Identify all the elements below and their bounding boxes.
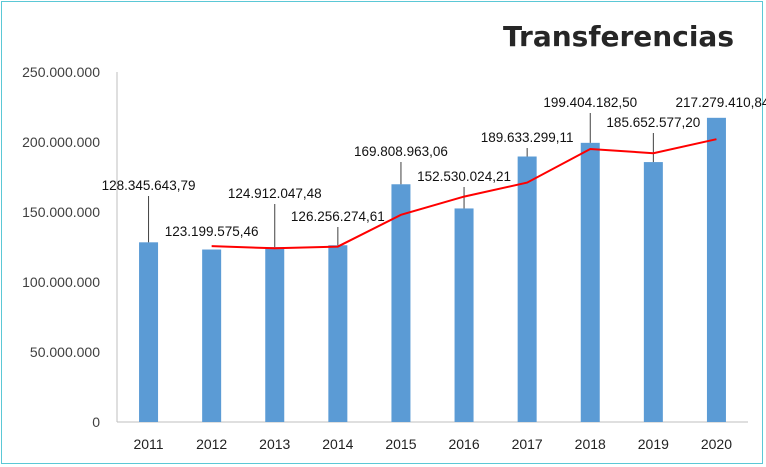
bar [580, 142, 600, 422]
bar [517, 156, 537, 423]
bar [706, 117, 726, 422]
bar [391, 184, 411, 422]
x-tick-label: 2014 [322, 436, 353, 452]
x-tick-label: 2015 [385, 436, 416, 452]
bar [454, 208, 474, 422]
data-label: 217.279.410,84 [676, 95, 766, 110]
x-tick-label: 2013 [259, 436, 290, 452]
x-tick-label: 2019 [638, 436, 669, 452]
bar [202, 249, 222, 422]
data-label: 199.404.182,50 [543, 95, 637, 110]
bar [265, 247, 285, 422]
data-label: 128.345.643,79 [102, 178, 196, 193]
y-tick-label: 50.000.000 [30, 344, 100, 360]
bar [328, 245, 348, 422]
x-tick-label: 2018 [575, 436, 606, 452]
x-tick-label: 2016 [448, 436, 479, 452]
y-tick-label: 200.000.000 [22, 134, 100, 150]
bar [139, 242, 159, 422]
bar [643, 162, 663, 422]
x-tick-label: 2012 [196, 436, 227, 452]
data-label: 189.633.299,11 [481, 130, 574, 145]
chart-title: Transferencias [503, 20, 734, 53]
x-tick-label: 2011 [133, 436, 163, 452]
y-tick-label: 100.000.000 [22, 274, 100, 290]
y-tick-label: 250.000.000 [22, 64, 100, 80]
data-label: 124.912.047,48 [228, 186, 322, 201]
x-tick-label: 2020 [701, 436, 732, 452]
x-tick-label: 2017 [512, 436, 543, 452]
trend-line [211, 138, 717, 250]
data-label: 126.256.274,61 [291, 209, 385, 224]
data-label: 123.199.575,46 [165, 224, 259, 239]
y-tick-label: 0 [92, 414, 100, 430]
data-label: 152.530.024,21 [417, 169, 511, 184]
data-label: 169.808.963,06 [354, 144, 448, 159]
data-label: 185.652.577,20 [606, 115, 700, 130]
y-tick-label: 150.000.000 [22, 204, 100, 220]
